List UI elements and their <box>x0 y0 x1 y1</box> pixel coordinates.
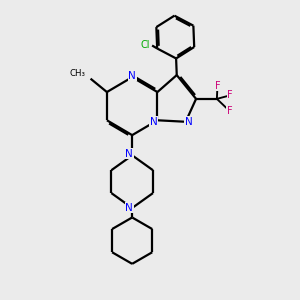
Text: F: F <box>215 80 220 91</box>
Text: Cl: Cl <box>140 40 150 50</box>
Text: N: N <box>128 71 136 81</box>
Text: N: N <box>125 149 133 159</box>
Text: N: N <box>185 117 193 127</box>
Text: CH₃: CH₃ <box>69 69 85 78</box>
Text: N: N <box>125 203 133 213</box>
Text: N: N <box>150 117 158 127</box>
Text: F: F <box>226 106 232 116</box>
Text: F: F <box>227 90 233 100</box>
